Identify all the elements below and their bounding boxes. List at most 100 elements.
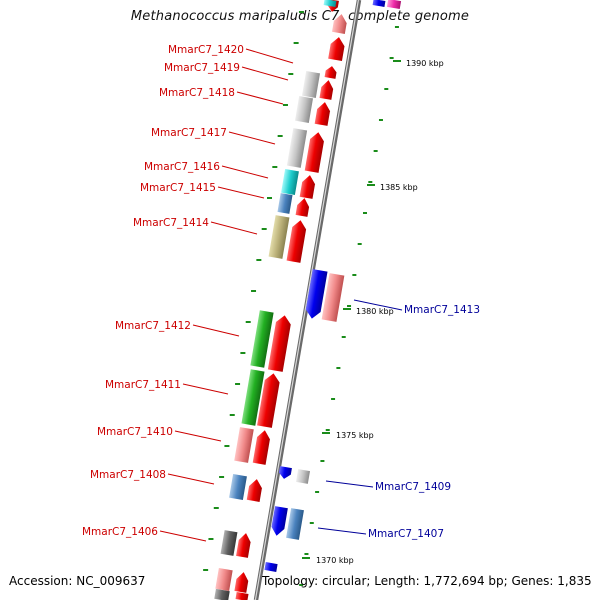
- tick-mark: [363, 212, 368, 214]
- gene-feature[interactable]: [234, 427, 254, 463]
- gene-label-mmarc7-1419[interactable]: MmarC7_1419: [164, 62, 240, 74]
- gene-feature[interactable]: [324, 65, 338, 79]
- gene-feature[interactable]: [286, 219, 308, 263]
- gene-feature[interactable]: [286, 128, 308, 168]
- gene-feature[interactable]: [331, 13, 348, 34]
- tick-mark: [331, 398, 336, 400]
- gene-feature[interactable]: [386, 0, 402, 10]
- gene-feature[interactable]: [229, 473, 247, 501]
- tick-mark: [213, 507, 219, 509]
- leader-line: [192, 324, 240, 337]
- accession-text: Accession: NC_009637: [9, 574, 146, 588]
- tick-mark: [203, 569, 209, 571]
- gene-feature[interactable]: [220, 530, 238, 556]
- leader-line: [217, 186, 265, 199]
- gene-label-mmarc7-1409[interactable]: MmarC7_1409: [375, 481, 451, 493]
- gene-feature[interactable]: [246, 478, 264, 502]
- gene-feature[interactable]: [241, 369, 265, 426]
- gene-feature[interactable]: [304, 269, 328, 320]
- leader-line: [182, 383, 229, 395]
- tick-mark: [282, 104, 288, 106]
- tick-mark: [336, 367, 341, 369]
- leader-line: [221, 165, 269, 179]
- gene-feature[interactable]: [314, 101, 332, 126]
- gene-features: [214, 0, 402, 600]
- tick-mark: [304, 553, 309, 555]
- tick-mark: [378, 119, 383, 121]
- gene-feature[interactable]: [235, 592, 249, 600]
- gene-feature[interactable]: [236, 532, 252, 558]
- tick-mark: [320, 460, 325, 462]
- tick-mark: [298, 11, 304, 13]
- tick-mark: [325, 429, 330, 431]
- leader-line: [317, 527, 367, 535]
- gene-feature[interactable]: [250, 310, 274, 368]
- gene-label-mmarc7-1415[interactable]: MmarC7_1415: [140, 182, 216, 194]
- tick-mark: [394, 26, 399, 28]
- label-leader-lines: [159, 48, 403, 542]
- major-tick: [393, 60, 401, 62]
- tick-mark: [229, 414, 235, 416]
- gene-feature[interactable]: [234, 571, 249, 593]
- map-title: Methanococcus maripaludis C7, complete g…: [130, 9, 470, 24]
- gene-feature[interactable]: [372, 0, 386, 7]
- tick-mark: [357, 243, 362, 245]
- gene-feature[interactable]: [321, 273, 345, 322]
- gene-feature[interactable]: [267, 314, 292, 372]
- gene-feature[interactable]: [295, 197, 311, 217]
- gene-feature[interactable]: [323, 0, 337, 7]
- leader-line: [210, 221, 258, 235]
- tick-mark: [245, 321, 251, 323]
- gene-feature[interactable]: [295, 469, 311, 484]
- gene-feature[interactable]: [278, 466, 292, 480]
- major-tick: [367, 184, 375, 186]
- gene-feature[interactable]: [270, 506, 288, 537]
- gene-feature[interactable]: [304, 131, 326, 173]
- tick-mark: [315, 491, 320, 493]
- gene-feature[interactable]: [214, 588, 230, 600]
- gene-feature[interactable]: [277, 193, 293, 214]
- gene-feature[interactable]: [215, 567, 233, 592]
- leader-line: [241, 66, 289, 81]
- gene-label-mmarc7-1412[interactable]: MmarC7_1412: [115, 320, 191, 332]
- gene-feature[interactable]: [281, 168, 299, 196]
- gene-feature[interactable]: [294, 95, 314, 124]
- major-tick: [302, 557, 310, 559]
- gene-label-mmarc7-1418[interactable]: MmarC7_1418: [159, 87, 235, 99]
- gene-feature[interactable]: [319, 79, 334, 100]
- tick-mark: [261, 228, 267, 230]
- scale-label-1385: 1385 kbp: [380, 183, 418, 192]
- gene-label-mmarc7-1413[interactable]: MmarC7_1413: [404, 304, 480, 316]
- tick-mark: [267, 197, 273, 199]
- gene-label-mmarc7-1407[interactable]: MmarC7_1407: [368, 528, 444, 540]
- gene-label-mmarc7-1416[interactable]: MmarC7_1416: [144, 161, 220, 173]
- leader-line: [353, 299, 403, 311]
- tick-mark: [341, 336, 346, 338]
- tick-mark: [235, 383, 241, 385]
- tick-mark: [293, 42, 299, 44]
- leader-line: [236, 91, 284, 105]
- gene-feature[interactable]: [264, 562, 278, 572]
- gene-label-mmarc7-1411[interactable]: MmarC7_1411: [105, 379, 181, 391]
- gene-feature[interactable]: [286, 508, 304, 540]
- gene-label-mmarc7-1414[interactable]: MmarC7_1414: [133, 217, 209, 229]
- gene-feature[interactable]: [328, 36, 346, 62]
- gene-label-mmarc7-1410[interactable]: MmarC7_1410: [97, 426, 173, 438]
- gene-feature[interactable]: [257, 372, 281, 428]
- tick-mark: [299, 584, 304, 586]
- gene-feature[interactable]: [268, 215, 290, 259]
- gene-label-mmarc7-1420[interactable]: MmarC7_1420: [168, 44, 244, 56]
- gene-label-mmarc7-1408[interactable]: MmarC7_1408: [90, 469, 166, 481]
- tick-mark: [256, 259, 262, 261]
- tick-mark: [208, 538, 214, 540]
- tick-mark: [272, 166, 278, 168]
- gene-feature[interactable]: [252, 429, 272, 465]
- leader-line: [167, 473, 215, 485]
- gene-label-mmarc7-1406[interactable]: MmarC7_1406: [82, 526, 158, 538]
- tick-mark: [309, 522, 314, 524]
- gene-feature[interactable]: [299, 174, 317, 199]
- gene-label-mmarc7-1417[interactable]: MmarC7_1417: [151, 127, 227, 139]
- tick-mark: [347, 305, 352, 307]
- gene-feature[interactable]: [301, 70, 321, 99]
